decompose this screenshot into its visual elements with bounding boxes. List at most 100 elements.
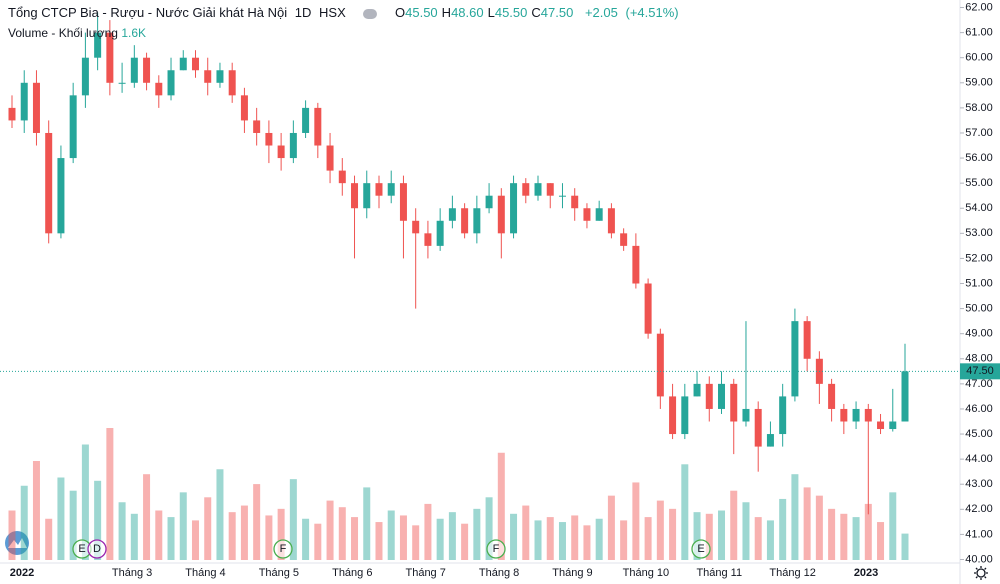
candle-body [742, 408, 750, 422]
ohlc-key: L [487, 5, 495, 20]
volume-bar [338, 507, 346, 560]
ohlc-key: O [395, 5, 406, 20]
volume-bar [179, 492, 187, 560]
candle-body [253, 120, 261, 133]
volume-bar [681, 464, 689, 560]
x-tick-label: Tháng 5 [259, 567, 299, 579]
volume-bar [595, 518, 603, 560]
event-marker [87, 539, 107, 559]
volume-bar [497, 452, 505, 560]
symbol-title: Tổng CTCP Bia - Rượu - Nước Giải khát Hà… [8, 5, 288, 20]
volume-legend: Volume - Khối lượng 1.6K [8, 26, 146, 40]
toggle-icon[interactable] [363, 8, 378, 19]
candle-body [852, 408, 860, 422]
candle-body [779, 396, 787, 435]
x-tick-label: Tháng 12 [769, 567, 815, 579]
candle-body [191, 57, 199, 71]
candle-body [448, 208, 456, 221]
volume-bar [412, 525, 420, 560]
candle-body [840, 408, 848, 422]
volume-bar [436, 518, 444, 560]
volume-bar [399, 515, 407, 560]
ohlc-value: 45.50 [494, 5, 528, 20]
event-marker [691, 539, 711, 559]
candle-body [791, 321, 799, 397]
candle-body [803, 321, 811, 359]
candle-body [277, 145, 285, 159]
y-tick-label: 60.00 [965, 52, 993, 64]
candle-body [57, 158, 65, 234]
x-tick-label: 2023 [854, 567, 878, 579]
candle-body [387, 183, 395, 196]
settings-icon[interactable] [974, 566, 988, 580]
candle-body [534, 183, 542, 196]
candle-body [424, 233, 432, 246]
ohlc-key: C [531, 5, 541, 20]
candle-body [754, 408, 762, 447]
volume-bar [118, 502, 126, 560]
volume-bar [81, 444, 89, 560]
candle-body [558, 195, 566, 197]
y-tick-label: 40.00 [965, 553, 993, 565]
y-tick-label: 44.00 [965, 453, 993, 465]
candle-body [106, 32, 114, 83]
volume-bar [632, 482, 640, 560]
volume-bar [693, 512, 701, 560]
y-tick-label: 51.00 [965, 277, 993, 289]
candle-body [522, 183, 530, 196]
y-tick-label: 52.00 [965, 252, 993, 264]
volume-bar [644, 517, 652, 560]
volume-bar [106, 428, 114, 560]
candle-body [436, 220, 444, 246]
x-tick-label: Tháng 4 [185, 567, 225, 579]
candle-body [656, 333, 664, 397]
candle-body [240, 95, 248, 121]
volume-bar [803, 487, 811, 560]
y-tick-label: 45.00 [965, 428, 993, 440]
volume-value: 1.6K [121, 26, 146, 40]
candle-body [155, 82, 163, 96]
candle-body [877, 421, 885, 430]
candle-body [45, 132, 53, 234]
event-marker [273, 539, 293, 559]
volume-bar [69, 490, 77, 560]
candle-body [204, 70, 212, 83]
candle-body [473, 208, 481, 234]
volume-bar [742, 502, 750, 560]
ohlc-key: H [441, 5, 452, 20]
volume-bar [57, 477, 65, 560]
volume-bar [253, 484, 261, 560]
last-price-label: 47.50 [966, 365, 994, 377]
candle-body [644, 283, 652, 334]
event-label: F [493, 543, 500, 555]
candle-body [546, 183, 554, 196]
volume-bar [155, 510, 163, 560]
candle-body [607, 208, 615, 234]
volume-bar [20, 485, 28, 560]
ohlc-legend: O45.50 H48.60 L45.50 C47.50 [395, 5, 577, 20]
candle-body [289, 132, 297, 159]
y-tick-label: 61.00 [965, 27, 993, 39]
last-price-box [960, 363, 1000, 380]
event-label: E [697, 543, 704, 555]
candle-body [718, 383, 726, 409]
volume-bar [607, 495, 615, 560]
volume-bar [473, 508, 481, 560]
volume-title: Volume - Khối lượng [8, 26, 118, 40]
candle-body [595, 208, 603, 221]
candle-body [94, 32, 102, 58]
ohlc-value: 48.60 [451, 5, 484, 20]
volume-bar [791, 474, 799, 560]
volume-bar [277, 508, 285, 560]
event-marker [486, 539, 506, 559]
candle-body [901, 371, 909, 422]
volume-bar [558, 522, 566, 560]
volume-bar [461, 523, 469, 560]
volume-bar [766, 520, 774, 560]
volume-bar [840, 513, 848, 560]
y-tick-label: 42.00 [965, 503, 993, 515]
volume-bar [314, 523, 322, 560]
candle-body [632, 245, 640, 284]
candle-body [510, 183, 518, 234]
